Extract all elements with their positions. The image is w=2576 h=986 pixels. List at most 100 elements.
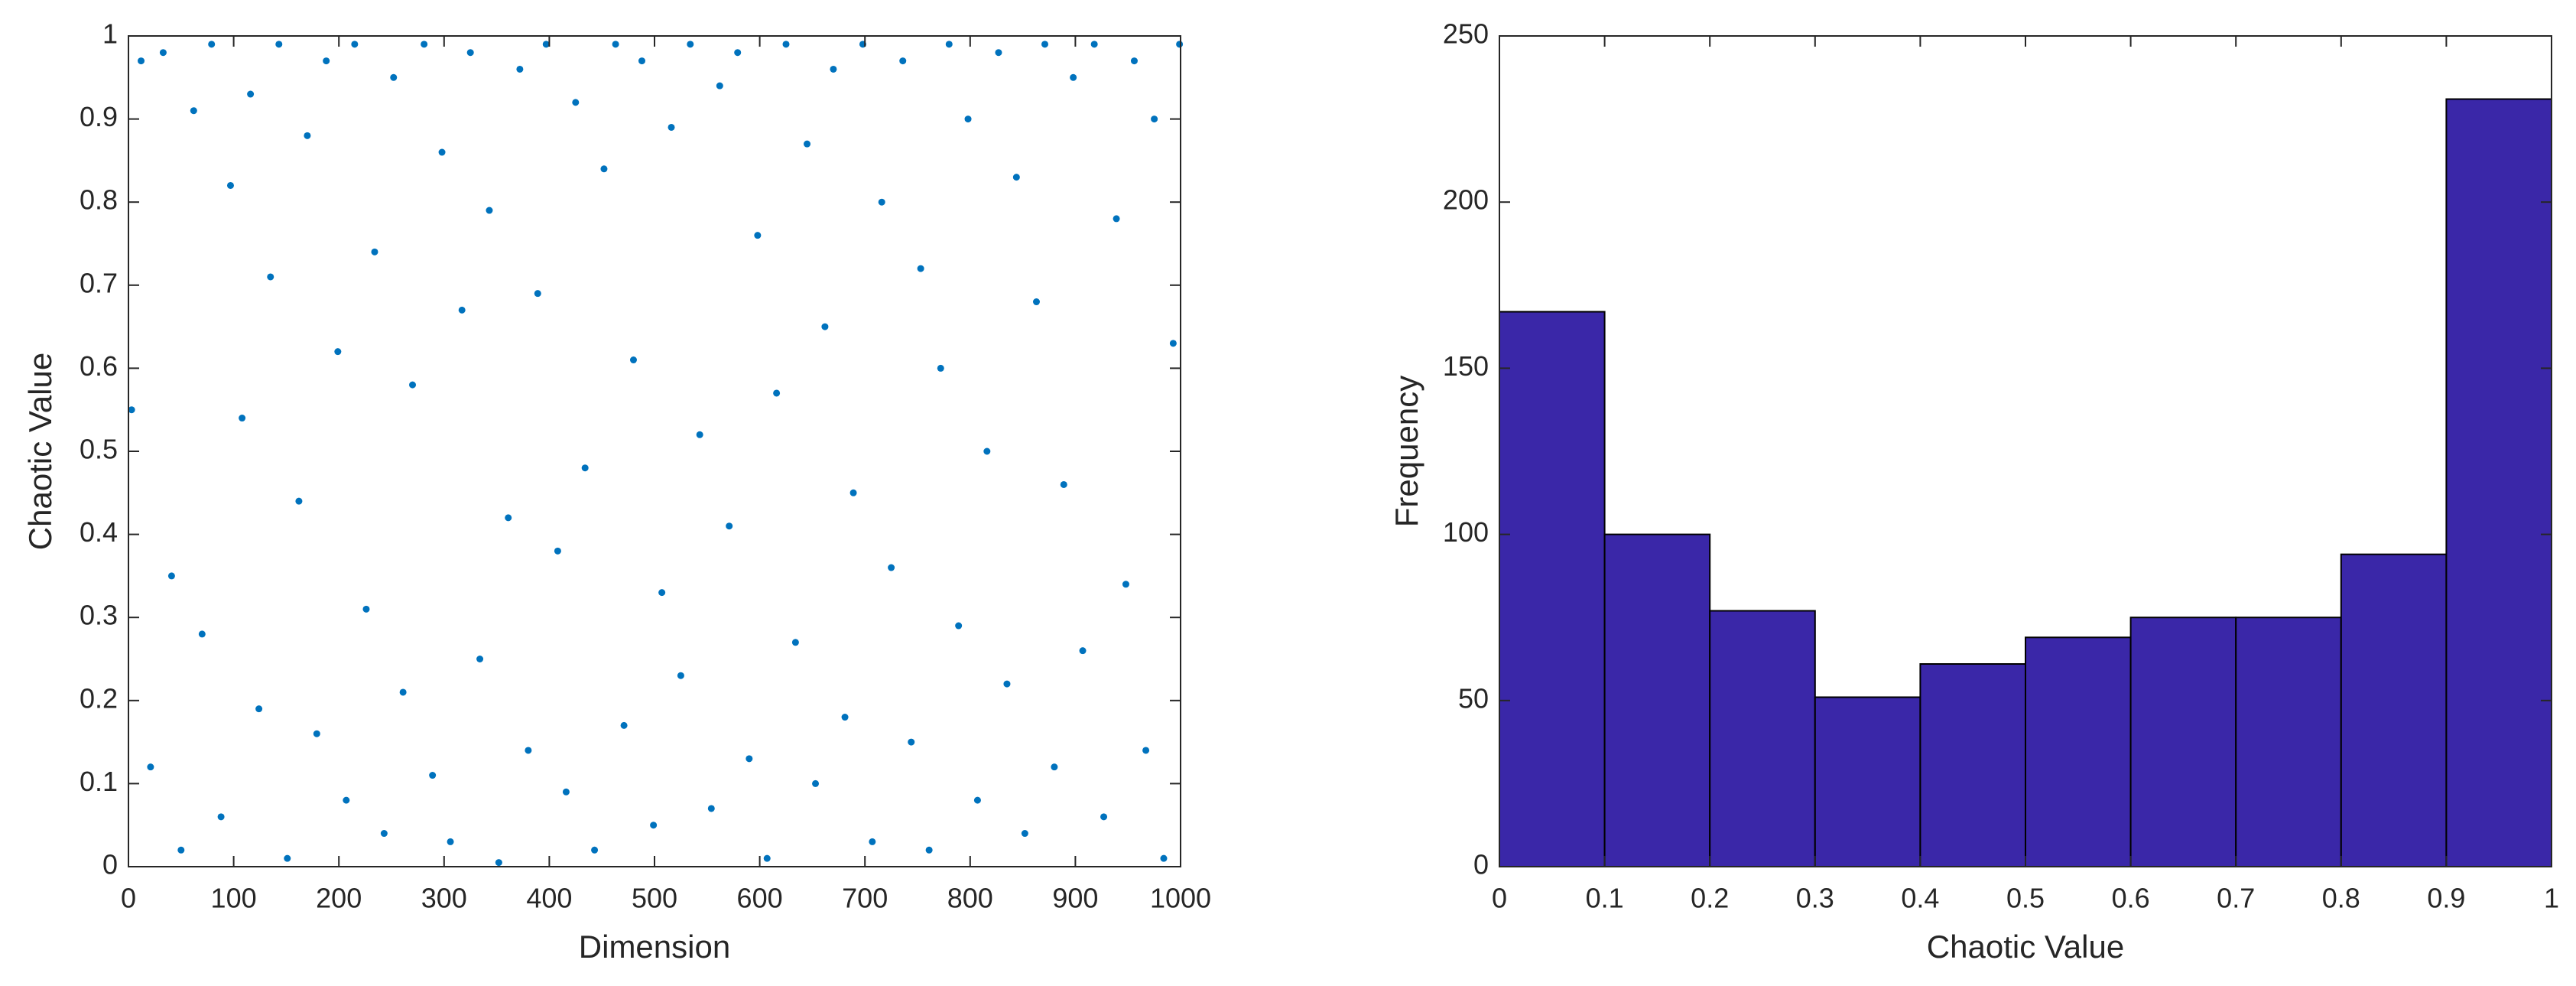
point [267,273,274,281]
x-tick-label: 0.2 [1691,883,1729,914]
point [399,688,407,696]
point [668,123,675,131]
x-tick-label: 800 [947,883,993,914]
point [638,57,645,65]
point [1051,763,1058,771]
y-tick-label: 0.1 [80,766,118,797]
point [351,41,359,48]
point [1012,174,1020,181]
point [677,672,684,679]
point [849,489,857,496]
y-tick-label: 0.3 [80,600,118,631]
bar [2445,98,2552,867]
point [687,41,694,48]
point [429,772,437,779]
point [1151,116,1158,123]
point [167,572,175,580]
y-tick-label: 0.9 [80,101,118,132]
point [1021,830,1028,838]
point [973,796,981,804]
point [878,198,885,206]
point [1100,813,1108,821]
y-tick-label: 100 [1443,516,1489,548]
point [255,705,263,713]
x-tick-label: 0.5 [2006,883,2045,914]
point [773,389,781,397]
bar [2025,636,2132,867]
point [208,41,216,48]
point [313,730,320,737]
x-tick-label: 1 [2544,883,2559,914]
y-tick-label: 200 [1443,184,1489,216]
point [917,265,924,272]
point [147,763,154,771]
point [726,522,733,530]
point [295,497,303,505]
x-tick-label: 0.4 [1901,883,1939,914]
point [983,447,991,455]
point [198,630,206,638]
point [696,431,703,438]
point [591,846,599,854]
point [658,589,666,597]
y-tick-label: 0 [102,849,118,880]
point [542,41,550,48]
point [1041,41,1048,48]
point [1122,581,1129,588]
point [1032,298,1040,306]
y-tick-label: 0 [1473,849,1489,880]
x-axis-label: Chaotic Value [1927,929,2124,965]
point [275,41,283,48]
x-tick-label: 100 [211,883,257,914]
bar [2129,617,2237,867]
point [554,547,561,555]
point [226,181,234,189]
y-axis-label: Frequency [1389,376,1424,527]
point [390,73,398,81]
point [128,406,135,414]
point [284,854,291,862]
point [247,90,255,98]
y-tick-label: 0.6 [80,350,118,382]
point [486,207,493,214]
point [821,323,829,330]
y-tick-label: 0.8 [80,184,118,216]
y-tick-label: 250 [1443,18,1489,50]
x-tick-label: 0.1 [1586,883,1624,914]
point [791,639,799,646]
bar [2340,553,2448,867]
point [1176,41,1184,48]
x-tick-label: 0.7 [2217,883,2255,914]
x-tick-label: 700 [842,883,888,914]
axes-box [128,35,1181,867]
x-tick-label: 0.9 [2427,883,2465,914]
bar [1709,610,1816,868]
x-tick-label: 600 [737,883,783,914]
y-tick-label: 50 [1458,682,1489,714]
point [1142,747,1150,754]
point [421,41,428,48]
point [190,107,197,115]
point [516,65,524,73]
point [371,248,378,255]
x-tick-label: 300 [421,883,467,914]
point [138,57,145,65]
x-tick-label: 0.3 [1796,883,1834,914]
y-tick-label: 0.5 [80,434,118,465]
point [505,514,512,522]
point [525,747,532,754]
point [438,148,446,156]
point [804,140,811,148]
x-tick-label: 200 [316,883,362,914]
point [1130,57,1138,65]
point [495,859,502,867]
bar [1603,533,1711,867]
point [754,232,762,239]
x-tick-label: 500 [632,883,677,914]
point [1113,215,1120,223]
point [1160,854,1168,862]
point [1090,41,1098,48]
bar [1499,311,1606,867]
point [362,605,370,613]
